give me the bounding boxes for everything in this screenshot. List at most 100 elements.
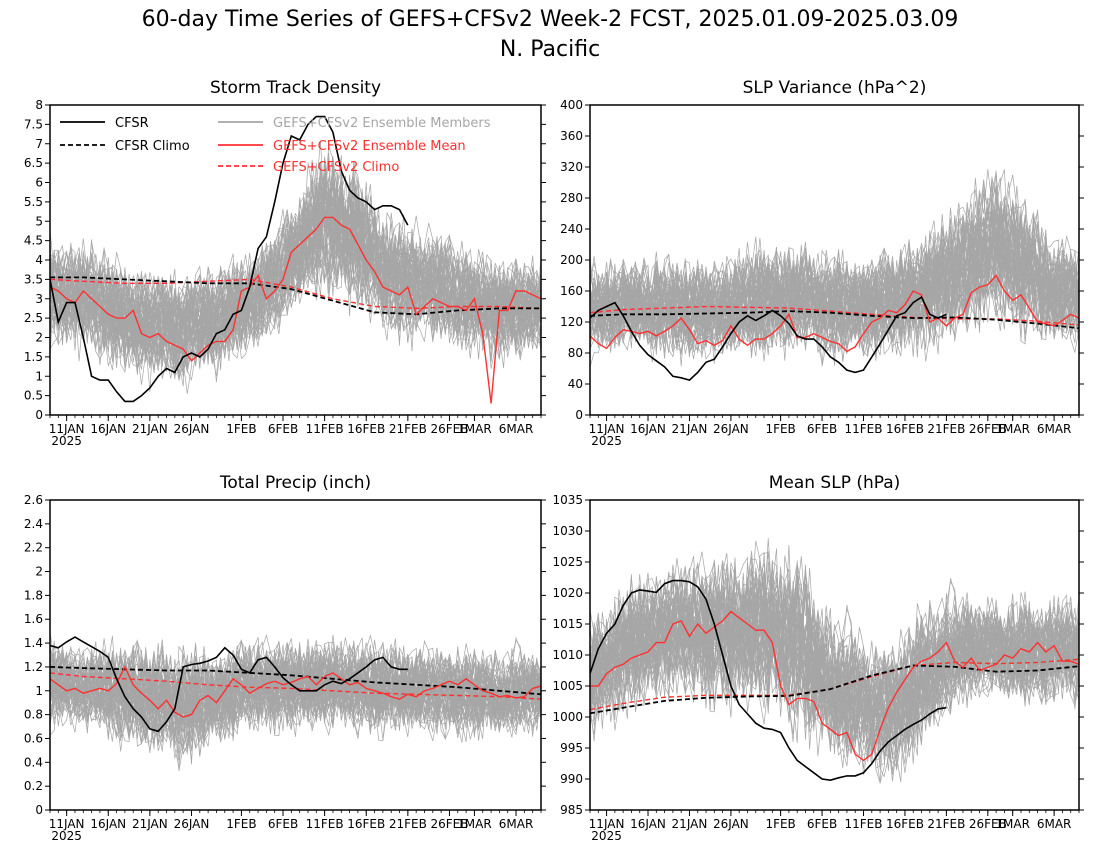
chart-panel: Total Precip (inch) 0 0.2 0.4 0.6 0.8 1 1.2 1.4 1… [24, 473, 546, 843]
y-tick-label: 2.6 [24, 493, 43, 507]
x-tick-label: 1FEB [765, 817, 795, 831]
x-tick-label: 6MAR [1037, 817, 1072, 831]
x-tick-label: 26JAN [713, 422, 749, 436]
y-tick-label: 7 [35, 137, 43, 151]
y-tick-label: 1.8 [24, 588, 43, 602]
chart-panel: Mean SLP (hPa) 985 990 995 1000 1005 1010 1015 1… [552, 473, 1084, 843]
series-cfsr-climo [50, 276, 541, 316]
series-ens-climo [50, 672, 541, 700]
x-tick-label: 6FEB [268, 817, 298, 831]
y-tick-label: 1020 [552, 586, 583, 600]
x-tick-label: 26JAN [713, 817, 749, 831]
y-tick-label: 6.5 [24, 156, 43, 170]
y-tick-label: 4 [35, 253, 43, 267]
ensemble-member-line [50, 182, 541, 364]
x-tick-label: 1MAR [457, 422, 492, 436]
ensemble-member-line [590, 577, 1079, 767]
x-tick-label: 6FEB [807, 817, 837, 831]
ensemble-member-line [590, 207, 1079, 368]
y-tick-label: 320 [560, 160, 583, 174]
x-tick-label: 11FEB [306, 422, 344, 436]
y-tick-label: 995 [560, 741, 583, 755]
y-tick-label: 1 [35, 684, 43, 698]
y-tick-label: 1.4 [24, 636, 43, 650]
ensemble-member-line [50, 649, 541, 742]
legend-label: GEFS+CFSv2 Ensemble Mean [273, 139, 466, 154]
y-tick-label: 160 [560, 284, 583, 298]
x-tick-label: 6FEB [268, 422, 298, 436]
panel-title: SLP Variance (hPa^2) [743, 78, 927, 98]
y-tick-label: 0.8 [24, 708, 43, 722]
legend-label: GEFS+CFSv2 Ensemble Members [273, 116, 491, 131]
y-tick-label: 5.5 [24, 195, 43, 209]
x-tick-label: 21FEB [389, 422, 427, 436]
ensemble-member-line [50, 640, 541, 752]
ensemble-member-line [50, 162, 541, 362]
series-cfsr [50, 636, 408, 733]
ensemble-member-line [50, 191, 541, 357]
ensemble-member-line [590, 178, 1079, 353]
y-tick-label: 0 [35, 803, 43, 817]
y-tick-label: 360 [560, 129, 583, 143]
y-tick-label: 240 [560, 222, 583, 236]
figure-title-line2: N. Pacific [500, 37, 600, 62]
y-tick-label: 3 [35, 292, 43, 306]
ensemble-member-line [50, 645, 541, 739]
ensemble-member-line [50, 179, 541, 356]
y-tick-label: 0.6 [24, 731, 43, 745]
x-tick-label: 21FEB [927, 422, 965, 436]
ensemble-member-line [50, 642, 541, 744]
ensemble-member-line [590, 177, 1079, 342]
ensemble-member-line [50, 159, 541, 362]
series-cfsr-climo [590, 310, 1079, 330]
x-tick-label: 16JAN [90, 817, 126, 831]
series-cfsr-climo [50, 666, 541, 696]
x-tick-label: 11JAN [49, 422, 85, 436]
y-tick-label: 1 [35, 369, 43, 383]
series-ens-mean [50, 216, 541, 404]
x-tick-label: 26FEB [430, 817, 468, 831]
y-tick-label: 0.2 [24, 779, 43, 793]
x-tick-label: 21FEB [389, 817, 427, 831]
y-tick-label: 0.4 [24, 755, 43, 769]
ensemble-member-line [590, 205, 1079, 358]
x-tick-label: 11FEB [306, 817, 344, 831]
x-tick-label: 11FEB [845, 422, 883, 436]
y-tick-label: 200 [560, 253, 583, 267]
x-tick-label: 21FEB [927, 817, 965, 831]
x-tick-label: 1FEB [226, 422, 256, 436]
ensemble-members [590, 538, 1079, 785]
ensemble-member-line [590, 188, 1079, 358]
ensemble-members [50, 141, 541, 394]
ensemble-member-line [50, 182, 541, 375]
x-year-label: 2025 [591, 829, 622, 843]
ensemble-member-line [50, 641, 541, 739]
legend: CFSR CFSR Climo GEFS+CFSv2 Ensemble Member… [60, 116, 491, 175]
x-tick-label: 26JAN [174, 422, 210, 436]
series-ens-mean [50, 665, 541, 718]
x-tick-label: 16FEB [347, 817, 385, 831]
ensemble-member-line [590, 592, 1079, 742]
legend-label: CFSR Climo [115, 139, 190, 154]
panel-title: Storm Track Density [210, 78, 381, 98]
y-tick-label: 990 [560, 772, 583, 786]
ensemble-member-line [50, 646, 541, 747]
x-year-label: 2025 [51, 829, 82, 843]
x-tick-label: 11JAN [589, 817, 625, 831]
x-tick-label: 21JAN [132, 817, 168, 831]
x-tick-label: 16FEB [886, 422, 924, 436]
x-tick-label: 16JAN [90, 422, 126, 436]
ensemble-member-line [590, 218, 1079, 367]
y-tick-label: 2.4 [24, 517, 43, 531]
x-tick-label: 16FEB [886, 817, 924, 831]
y-tick-label: 6 [35, 176, 43, 190]
ensemble-member-line [50, 646, 541, 740]
x-tick-label: 16FEB [347, 422, 385, 436]
x-tick-label: 21JAN [672, 422, 708, 436]
y-tick-label: 1025 [552, 555, 583, 569]
x-tick-label: 1FEB [226, 817, 256, 831]
panel-title: Total Precip (inch) [219, 473, 371, 493]
x-year-label: 2025 [51, 434, 82, 448]
series-cfsr [590, 579, 947, 782]
